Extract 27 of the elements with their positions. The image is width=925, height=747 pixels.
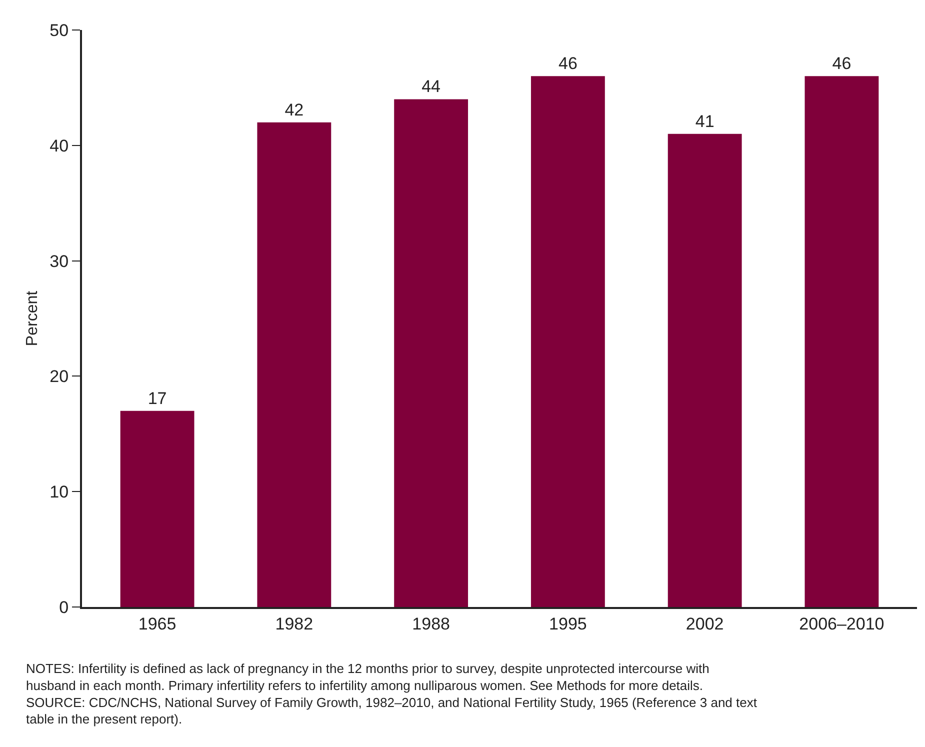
data-label: 44 bbox=[422, 77, 441, 96]
bar bbox=[804, 76, 879, 607]
x-tick-label: 1965 bbox=[138, 614, 176, 634]
bar bbox=[668, 134, 742, 607]
x-tick-label: 2002 bbox=[686, 614, 724, 634]
y-tick-label: 10 bbox=[50, 482, 69, 502]
y-tick-label: 0 bbox=[59, 598, 69, 617]
data-label: 17 bbox=[148, 388, 167, 408]
x-tick-label: 2006–2010 bbox=[799, 614, 884, 634]
x-tick-label: 1982 bbox=[275, 614, 314, 634]
data-label: 41 bbox=[695, 112, 714, 131]
source-note: SOURCE: CDC/NCHS, National Survey of Family Growth, 1982–2010, and National Fertility Study, 1965 (Reference 3 and text table in the present report). bbox=[26, 694, 758, 727]
y-tick-label: 30 bbox=[50, 252, 69, 271]
bar bbox=[530, 76, 605, 607]
y-tick-label: 20 bbox=[50, 367, 69, 386]
data-label: 46 bbox=[558, 54, 578, 74]
x-tick-label: 1988 bbox=[412, 614, 450, 634]
y-axis-title: Percent bbox=[24, 290, 42, 346]
text: NOTES: Infertility is defined as lack of pregnancy in the 12 months prior to survey, despite unprotected intercourse with husband in each month. Primary infertility refers to infertility among nulliparous women. See Methods for more details. bbox=[26, 661, 710, 693]
data-label: 42 bbox=[284, 100, 304, 120]
y-tick-label: 50 bbox=[50, 20, 69, 40]
bar bbox=[394, 99, 468, 607]
bar bbox=[257, 122, 332, 607]
x-tick-label: 1995 bbox=[549, 614, 587, 634]
bar bbox=[120, 410, 194, 607]
y-tick-label: 40 bbox=[50, 136, 69, 156]
data-label: 46 bbox=[832, 54, 852, 74]
